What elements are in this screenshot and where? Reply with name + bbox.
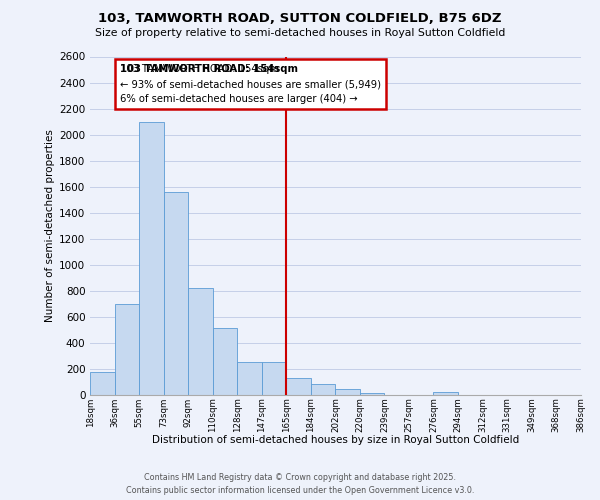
Bar: [286, 378, 311, 394]
Text: Contains HM Land Registry data © Crown copyright and database right 2025.
Contai: Contains HM Land Registry data © Crown c…: [126, 473, 474, 495]
Bar: [262, 362, 286, 394]
Bar: [188, 288, 213, 395]
Bar: [311, 384, 335, 394]
Text: 103, TAMWORTH ROAD, SUTTON COLDFIELD, B75 6DZ: 103, TAMWORTH ROAD, SUTTON COLDFIELD, B7…: [98, 12, 502, 26]
Text: Size of property relative to semi-detached houses in Royal Sutton Coldfield: Size of property relative to semi-detach…: [95, 28, 505, 38]
Text: 103 TAMWORTH ROAD: 154sqm: 103 TAMWORTH ROAD: 154sqm: [119, 64, 298, 74]
Bar: [238, 362, 262, 394]
Bar: [360, 392, 385, 394]
Bar: [335, 388, 360, 394]
Bar: [433, 392, 458, 394]
Bar: [139, 122, 164, 394]
Bar: [213, 328, 238, 394]
Bar: [90, 372, 115, 394]
Text: 103 TAMWORTH ROAD: 154sqm
← 93% of semi-detached houses are smaller (5,949)
6% o: 103 TAMWORTH ROAD: 154sqm ← 93% of semi-…: [119, 64, 380, 104]
Bar: [164, 192, 188, 394]
Y-axis label: Number of semi-detached properties: Number of semi-detached properties: [45, 129, 55, 322]
X-axis label: Distribution of semi-detached houses by size in Royal Sutton Coldfield: Distribution of semi-detached houses by …: [152, 435, 519, 445]
Bar: [115, 304, 139, 394]
